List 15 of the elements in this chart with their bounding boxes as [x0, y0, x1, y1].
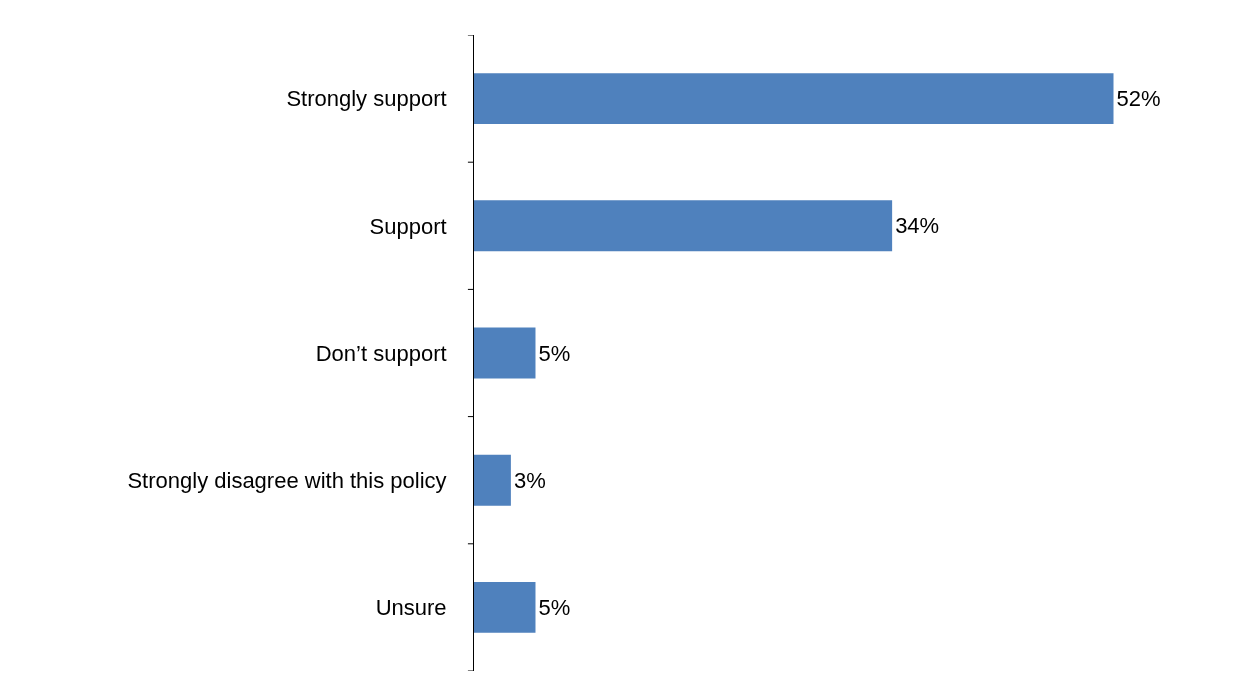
data-label: 52%	[1116, 86, 1161, 112]
bar	[474, 327, 536, 379]
bar	[474, 200, 893, 252]
y-tick-label: Don’t support	[315, 340, 447, 366]
data-label: 34%	[895, 213, 940, 239]
y-tick-label: Strongly disagree with this policy	[127, 467, 447, 493]
data-label: 3%	[513, 467, 546, 493]
bar	[474, 581, 536, 633]
y-tick-label: Strongly support	[286, 86, 447, 112]
bar	[474, 454, 511, 506]
bar	[474, 73, 1114, 125]
y-tick-label: Unsure	[375, 595, 447, 621]
data-label: 5%	[538, 340, 571, 366]
y-tick-label: Support	[369, 213, 447, 239]
data-label: 5%	[538, 594, 571, 620]
